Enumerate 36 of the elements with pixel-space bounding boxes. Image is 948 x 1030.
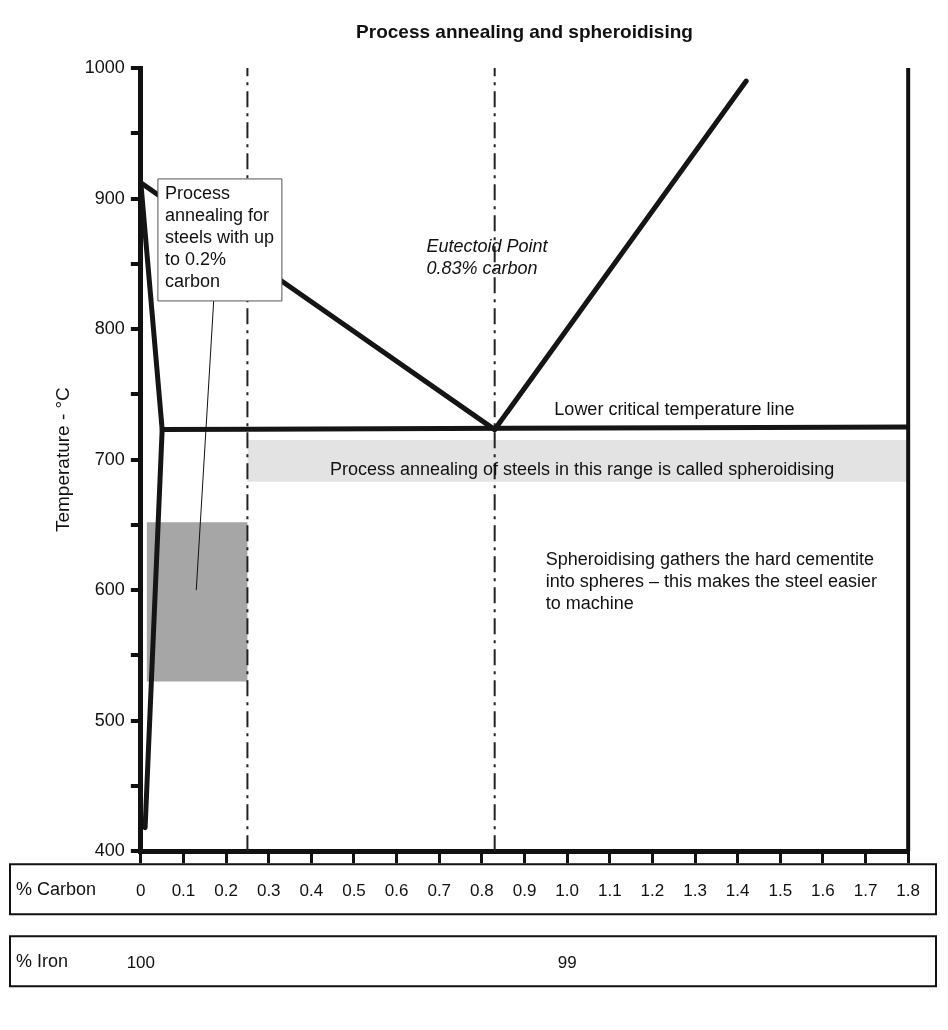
x2-axis-title: % Iron bbox=[16, 951, 69, 972]
x-tick-label: 0.9 bbox=[512, 881, 537, 901]
x2-tick-label: 99 bbox=[557, 953, 577, 973]
y-tick-label: 400 bbox=[94, 840, 125, 861]
x-tick-label: 1.6 bbox=[811, 881, 835, 901]
x-tick-label: 1.3 bbox=[683, 881, 707, 901]
x-axis-title: % Carbon bbox=[16, 879, 97, 900]
x-tick-label: 1.7 bbox=[853, 881, 878, 901]
x-tick-label: 1.5 bbox=[768, 881, 793, 901]
x-tick-label: 0.1 bbox=[171, 881, 196, 901]
y-tick-label: 1000 bbox=[84, 56, 125, 77]
y-tick-label: 900 bbox=[94, 187, 125, 208]
y-tick-label: 500 bbox=[94, 709, 125, 730]
annotation: Eutectoid Point 0.83% carbon bbox=[426, 235, 549, 278]
y-tick-label: 700 bbox=[94, 448, 125, 469]
x-tick-label: 0.2 bbox=[214, 881, 238, 901]
x-tick-label: 0.7 bbox=[427, 881, 452, 901]
x-tick-label: 1.4 bbox=[725, 881, 750, 901]
annotation: Lower critical temperature line bbox=[554, 398, 795, 419]
x-tick-label: 0.8 bbox=[470, 881, 494, 901]
x2-tick-label: 100 bbox=[126, 953, 156, 973]
x-tick-label: 1.2 bbox=[640, 881, 665, 901]
y-tick-label: 600 bbox=[94, 579, 125, 600]
x-tick-label: 0 bbox=[136, 881, 146, 901]
chart-title: Process annealing and spheroidising bbox=[356, 21, 693, 42]
x-tick-label: 1.1 bbox=[597, 881, 622, 901]
y-tick-label: 800 bbox=[94, 318, 125, 339]
x-tick-label: 0.4 bbox=[299, 881, 324, 901]
x-tick-label: 0.5 bbox=[342, 881, 366, 901]
y-axis-title: Temperature - °C bbox=[51, 387, 73, 533]
x-tick-label: 1.0 bbox=[555, 881, 579, 901]
x-tick-label: 1.8 bbox=[896, 881, 920, 901]
x-tick-label: 0.3 bbox=[256, 881, 281, 901]
x-tick-label: 0.6 bbox=[384, 881, 409, 901]
annotation: Spheroidising gathers the hard cementite into spheres – this makes the steel easier to machine bbox=[545, 548, 878, 613]
annotation: Process annealing for steels with up to 0.2% carbon bbox=[164, 182, 274, 291]
